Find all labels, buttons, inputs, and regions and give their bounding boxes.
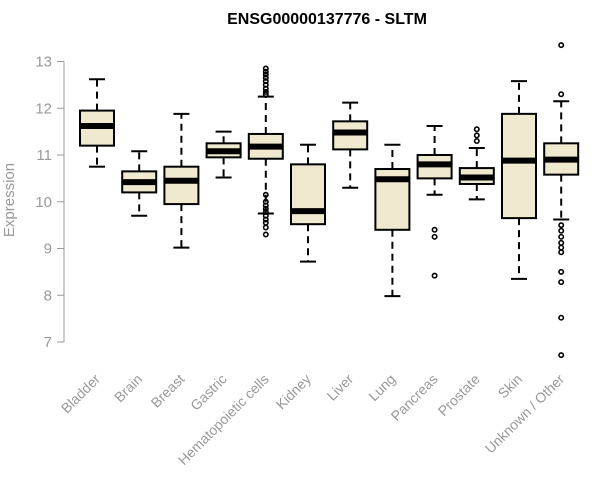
outlier-point <box>473 137 480 144</box>
outlier-point <box>558 249 565 256</box>
outlier-point <box>431 272 438 279</box>
y-tick-label: 11 <box>36 147 52 164</box>
box-iqr <box>501 112 537 220</box>
x-tick-label: Prostate <box>435 371 483 419</box>
outlier-point <box>558 239 565 246</box>
box-iqr <box>163 165 200 206</box>
outlier-point <box>262 71 269 78</box>
outlier-point <box>262 219 269 226</box>
x-tick-label: Lung <box>365 371 398 404</box>
outlier-point <box>558 314 565 321</box>
outlier-point <box>262 231 269 238</box>
plot-area <box>79 42 580 359</box>
y-tick-label: 7 <box>44 334 52 351</box>
y-tick-label: 13 <box>35 54 52 71</box>
outlier-point <box>262 74 269 81</box>
box-group <box>121 150 158 217</box>
outlier-point <box>473 126 480 133</box>
outlier-point <box>262 91 269 98</box>
x-tick-label: Kidney <box>273 371 315 413</box>
box-group <box>501 80 537 280</box>
outlier-point <box>558 268 565 275</box>
box-iqr <box>290 163 326 226</box>
y-axis-label: Expression <box>1 163 18 237</box>
outlier-point <box>558 91 565 98</box>
outlier-point <box>431 233 438 240</box>
box-group <box>247 65 284 238</box>
chart-title: ENSG00000137776 - SLTM <box>227 11 427 28</box>
y-tick-label: 12 <box>35 100 52 117</box>
outlier-point <box>558 279 565 286</box>
box-group <box>290 143 326 263</box>
box-group <box>543 42 580 359</box>
y-tick-label: 9 <box>44 241 52 258</box>
x-tick-label: Liver <box>324 371 357 404</box>
x-tick-label: Skin <box>495 371 526 402</box>
outlier-point <box>558 227 565 234</box>
box-group <box>416 125 453 279</box>
x-tick-label: Pancreas <box>388 371 441 424</box>
box-group <box>332 101 369 189</box>
outlier-point <box>262 205 269 212</box>
y-tick-label: 10 <box>35 194 52 211</box>
box-group <box>205 130 242 179</box>
outlier-point <box>431 226 438 233</box>
outlier-point <box>558 222 565 229</box>
outlier-point <box>262 202 269 209</box>
outlier-point <box>262 191 269 198</box>
outlier-point <box>262 68 269 75</box>
x-tick-label: Unknown / Other <box>482 371 568 457</box>
outlier-point <box>558 233 565 240</box>
x-tick-label: Breast <box>148 371 188 411</box>
box-group <box>374 143 411 298</box>
outlier-point <box>262 216 269 223</box>
box-group <box>163 112 200 249</box>
x-tick-label: Brain <box>111 371 145 405</box>
outlier-point <box>473 132 480 139</box>
outlier-point <box>558 42 565 49</box>
outlier-point <box>262 85 269 92</box>
box-group <box>79 78 115 168</box>
outlier-point <box>262 88 269 95</box>
outlier-point <box>558 244 565 251</box>
axes: 7 8 9 10 11 12 13 <box>35 54 65 351</box>
outlier-point <box>262 65 269 72</box>
outlier-point <box>558 352 565 359</box>
y-tick-label: 8 <box>44 287 52 304</box>
x-tick-label: Bladder <box>58 371 104 417</box>
box-group <box>458 126 495 201</box>
outlier-point <box>262 224 269 231</box>
